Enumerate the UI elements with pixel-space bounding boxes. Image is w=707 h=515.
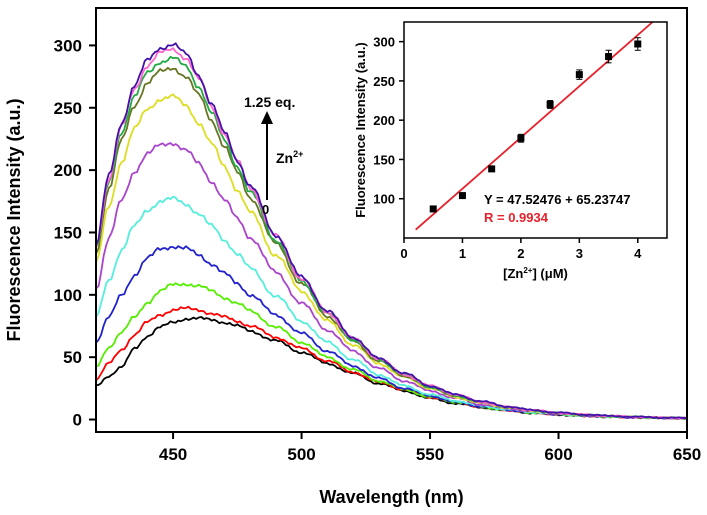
inset-y-tick-label: 300 <box>373 35 395 50</box>
main-x-tick-label: 650 <box>673 445 701 464</box>
inset-x-tick-label: 4 <box>634 246 642 261</box>
titration-annotation: 1.25 eq. Zn2+ 0 <box>244 94 303 217</box>
inset-x-label-head: [Zn <box>503 266 523 281</box>
zinc-ion-symbol: Zn <box>276 150 293 166</box>
zero-equivalents-label: 0 <box>262 202 269 217</box>
main-spectra-curves <box>95 42 688 420</box>
spectrum-line-7 <box>95 93 688 420</box>
data-point-marker <box>429 205 437 213</box>
spectrum-line-4 <box>95 245 688 420</box>
inset-y-axis-ticks: 100 150 200 250 300 <box>373 35 404 207</box>
data-point-marker <box>546 100 554 108</box>
main-x-axis-ticks: 450 500 550 600 650 <box>159 432 701 464</box>
main-y-tick-label: 200 <box>54 161 82 180</box>
inset-y-tick-label: 150 <box>373 152 395 167</box>
main-y-tick-label: 250 <box>54 99 82 118</box>
main-y-tick-label: 100 <box>54 286 82 305</box>
fit-r-value: R = 0.9934 <box>484 210 549 225</box>
data-point-marker <box>517 134 525 142</box>
main-y-tick-label: 300 <box>54 36 82 55</box>
inset-x-tick-label: 1 <box>459 246 466 261</box>
main-x-tick-label: 550 <box>416 445 444 464</box>
inset-x-label-tail: ] (μM) <box>532 266 567 281</box>
inset-data-points <box>429 37 642 213</box>
main-x-tick-label: 600 <box>544 445 572 464</box>
zinc-ion-charge: 2+ <box>293 149 303 159</box>
main-plot-frame <box>95 7 688 433</box>
main-y-tick-label: 150 <box>54 223 82 242</box>
data-point-marker <box>458 192 466 200</box>
main-x-tick-label: 500 <box>287 445 315 464</box>
main-x-axis-label: Wavelength (nm) <box>319 487 463 507</box>
zinc-ion-label: Zn2+ <box>276 149 303 166</box>
main-y-tick-label: 0 <box>73 411 82 430</box>
inset-chart: 0 1 2 3 4 100 150 200 250 300 [Zn2+] (μM) Fluore… <box>353 21 668 281</box>
main-y-axis-label: Fluorescence Intensity (a.u.) <box>4 98 24 341</box>
inset-x-label-charge: 2+ <box>523 266 532 275</box>
main-x-tick-label: 450 <box>159 445 187 464</box>
inset-x-tick-label: 0 <box>400 246 407 261</box>
spectrum-line-2 <box>95 305 688 420</box>
fit-equation: Y = 47.52476 + 65.23747 <box>484 192 631 207</box>
data-point-marker <box>605 53 613 61</box>
spectrum-line-3 <box>95 282 688 420</box>
inset-x-tick-label: 3 <box>576 246 583 261</box>
spectrum-line-11 <box>95 42 688 420</box>
inset-x-tick-label: 2 <box>517 246 524 261</box>
inset-fit-line <box>415 21 654 231</box>
main-y-tick-label: 50 <box>63 348 82 367</box>
data-point-marker <box>488 165 496 173</box>
data-point-marker <box>634 40 642 48</box>
inset-x-axis-ticks: 0 1 2 3 4 <box>400 238 642 261</box>
inset-y-tick-label: 250 <box>373 74 395 89</box>
spectrum-line-10 <box>95 47 688 420</box>
inset-plot-frame <box>403 21 668 239</box>
inset-x-axis-label: [Zn2+] (μM) <box>503 266 568 281</box>
spectrum-line-6 <box>95 142 688 420</box>
data-point-marker <box>575 71 583 79</box>
main-y-axis-ticks: 0 50 100 150 200 250 300 <box>54 36 96 430</box>
inset-y-tick-label: 200 <box>373 113 395 128</box>
inset-y-axis-label: Fluorescence Intensity (a.u.) <box>353 42 368 218</box>
equivalents-label: 1.25 eq. <box>244 94 295 110</box>
inset-y-tick-label: 100 <box>373 192 395 207</box>
increase-arrowhead <box>261 111 273 124</box>
